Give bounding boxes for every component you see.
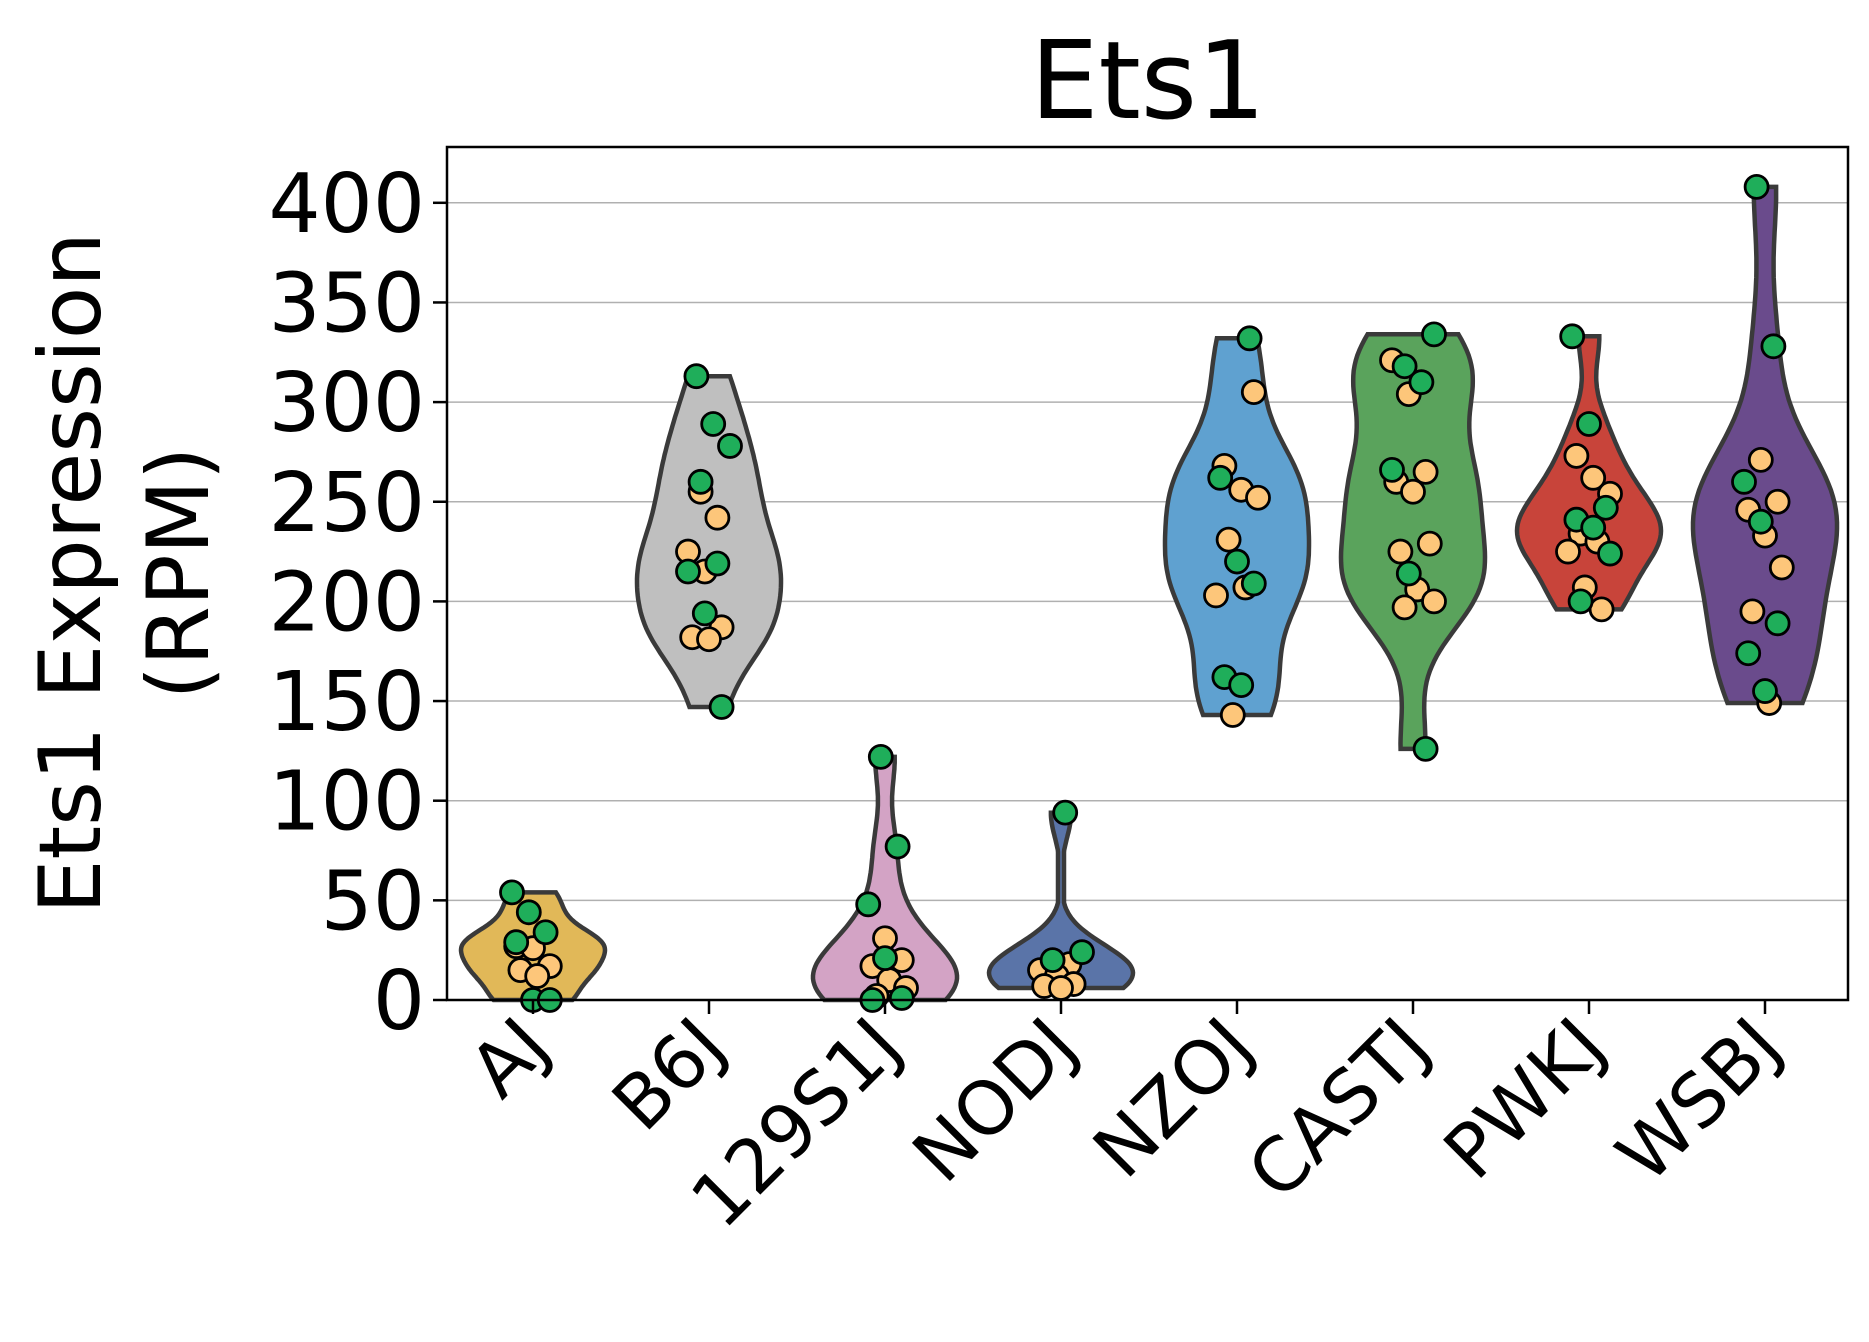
point-wsbj-green — [1764, 610, 1791, 637]
point-pwkj-green — [1597, 540, 1623, 567]
point-129s1j-green — [884, 833, 911, 860]
point-aj-green — [503, 929, 530, 956]
x-tick-label-b6j: B6J — [596, 1002, 741, 1147]
y-tick-label-200: 200 — [268, 555, 425, 650]
violin-castj — [1338, 332, 1488, 752]
point-castj-orange — [1391, 594, 1418, 621]
point-pwkj-green — [1559, 323, 1586, 350]
point-pwkj-green — [1580, 514, 1607, 541]
x-tick-label-nzoj: NZOJ — [1077, 1002, 1269, 1194]
point-b6j-green — [717, 433, 743, 459]
point-129s1j-green — [867, 743, 894, 770]
point-aj-green — [532, 919, 559, 946]
point-nzoj-green — [1224, 548, 1250, 575]
point-wsbj-green — [1747, 508, 1774, 535]
y-tick-label-350: 350 — [268, 256, 425, 351]
data-points — [499, 173, 1795, 1013]
x-tick-label-nodj: NODJ — [897, 1002, 1094, 1199]
point-b6j-orange — [696, 626, 722, 653]
x-tick-label-castj: CASTJ — [1232, 1002, 1446, 1216]
y-tick-label-250: 250 — [268, 456, 425, 551]
x-tick-label-wsbj: WSBJ — [1601, 1002, 1798, 1199]
point-129s1j-green — [888, 985, 915, 1011]
point-castj-orange — [1412, 458, 1439, 485]
y-tick-label-100: 100 — [268, 755, 425, 850]
point-wsbj-green — [1752, 678, 1778, 704]
point-wsbj-green — [1760, 333, 1787, 360]
point-wsbj-green — [1731, 468, 1757, 495]
point-nzoj-green — [1240, 570, 1267, 597]
point-pwkj-green — [1592, 494, 1619, 521]
point-aj-green — [515, 899, 542, 926]
point-nzoj-green — [1228, 672, 1255, 699]
point-b6j-green — [691, 600, 718, 627]
point-aj-orange — [524, 963, 551, 989]
point-pwkj-green — [1567, 588, 1594, 615]
point-wsbj-orange — [1764, 488, 1791, 515]
point-pwkj-green — [1576, 411, 1602, 437]
point-b6j-green — [704, 550, 731, 577]
point-wsbj-orange — [1739, 598, 1766, 625]
point-nzoj-green — [1207, 464, 1234, 491]
point-129s1j-green — [872, 945, 898, 972]
point-aj-green — [499, 879, 525, 906]
x-tick-label-aj: AJ — [454, 1002, 566, 1114]
point-b6j-green — [700, 411, 727, 437]
y-tick-label-0: 0 — [373, 954, 425, 1049]
point-pwkj-orange — [1563, 443, 1590, 469]
point-b6j-green — [675, 558, 701, 585]
point-castj-green — [1391, 353, 1418, 380]
point-b6j-green — [708, 694, 735, 720]
violin-nzoj — [1162, 336, 1312, 718]
point-castj-orange — [1421, 588, 1447, 615]
point-castj-green — [1395, 560, 1422, 587]
y-axis-label-line1: Ets1 Expression — [21, 232, 121, 914]
point-pwkj-orange — [1555, 538, 1581, 565]
y-tick-label-150: 150 — [268, 655, 425, 750]
point-castj-orange — [1400, 478, 1426, 505]
point-nodj-green — [1039, 947, 1066, 974]
point-nzoj-orange — [1245, 484, 1271, 511]
point-nzoj-orange — [1240, 379, 1267, 406]
point-nzoj-green — [1236, 325, 1263, 352]
y-axis-label: Ets1 Expression (RPM) — [21, 232, 229, 914]
point-129s1j-green — [855, 891, 882, 918]
point-castj-green — [1412, 735, 1439, 762]
point-wsbj-orange — [1768, 554, 1795, 581]
point-wsbj-green — [1735, 640, 1762, 667]
point-wsbj-orange — [1747, 446, 1774, 473]
y-tick-label-50: 50 — [321, 854, 425, 949]
x-tick-label-pwkj: PWKJ — [1428, 1002, 1622, 1196]
point-wsbj-green — [1743, 173, 1770, 200]
point-b6j-green — [687, 468, 714, 495]
point-castj-green — [1379, 456, 1405, 483]
plot-frame — [445, 145, 1850, 1002]
point-castj-orange — [1416, 530, 1443, 557]
point-nzoj-orange — [1215, 526, 1242, 553]
y-axis-label-line2: (RPM) — [129, 447, 229, 700]
point-nodj-orange — [1048, 975, 1074, 1001]
point-pwkj-orange — [1580, 464, 1607, 491]
chart-title: Ets1 — [1030, 19, 1266, 144]
point-nzoj-orange — [1219, 702, 1246, 728]
point-castj-orange — [1387, 538, 1414, 565]
point-pwkj-orange — [1588, 596, 1615, 623]
point-nodj-green — [1069, 939, 1095, 966]
y-tick-label-400: 400 — [268, 157, 425, 252]
violins — [458, 184, 1840, 1003]
point-castj-green — [1421, 321, 1447, 348]
point-nodj-green — [1052, 799, 1079, 826]
point-b6j-orange — [704, 504, 731, 531]
point-b6j-green — [683, 363, 710, 390]
y-tick-label-300: 300 — [268, 356, 425, 451]
point-castj-green — [1408, 369, 1435, 396]
point-nzoj-orange — [1203, 582, 1229, 609]
violin-nodj — [986, 810, 1136, 991]
